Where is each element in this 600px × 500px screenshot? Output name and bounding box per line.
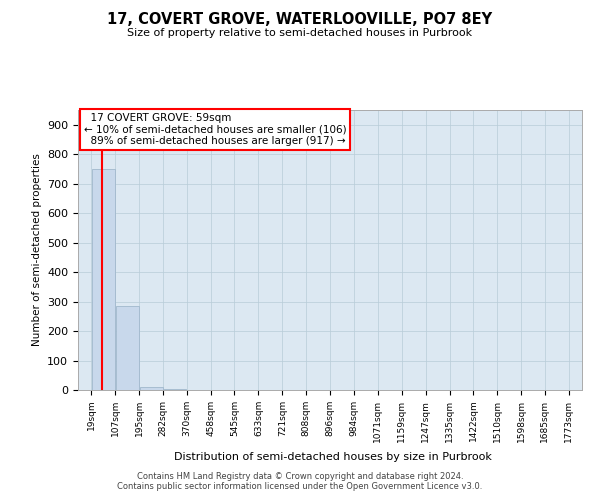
- Bar: [163, 389, 186, 390]
- Bar: [92, 169, 115, 390]
- Text: Contains public sector information licensed under the Open Government Licence v3: Contains public sector information licen…: [118, 482, 482, 491]
- Text: Contains HM Land Registry data © Crown copyright and database right 2024.: Contains HM Land Registry data © Crown c…: [137, 472, 463, 481]
- Text: Distribution of semi-detached houses by size in Purbrook: Distribution of semi-detached houses by …: [174, 452, 492, 462]
- Text: Size of property relative to semi-detached houses in Purbrook: Size of property relative to semi-detach…: [127, 28, 473, 38]
- Bar: [140, 387, 163, 390]
- Y-axis label: Number of semi-detached properties: Number of semi-detached properties: [32, 154, 41, 346]
- Bar: [116, 306, 139, 390]
- Text: 17, COVERT GROVE, WATERLOOVILLE, PO7 8EY: 17, COVERT GROVE, WATERLOOVILLE, PO7 8EY: [107, 12, 493, 28]
- Text: 17 COVERT GROVE: 59sqm
← 10% of semi-detached houses are smaller (106)
  89% of : 17 COVERT GROVE: 59sqm ← 10% of semi-det…: [84, 113, 347, 146]
